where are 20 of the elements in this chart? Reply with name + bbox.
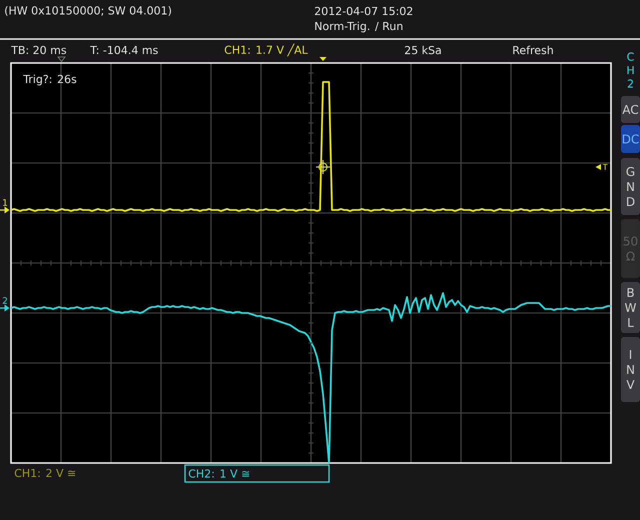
annotation: Trig?: 26s — [23, 74, 76, 86]
text: CH2 — [627, 52, 634, 88]
text: BWL — [624, 288, 636, 327]
text: TB: 20 ms — [11, 46, 66, 54]
text: INV — [626, 350, 635, 389]
text: 25 kSa — [405, 46, 441, 54]
text: AC — [622, 104, 638, 114]
text: Norm-Trig. / Run — [315, 22, 402, 32]
text: DC — [622, 134, 639, 144]
text: 2012-04-07 15:02 — [315, 6, 412, 16]
text: CH1: 1.7 V ╱AL — [224, 44, 308, 56]
text: T: -104.4 ms — [90, 46, 158, 54]
text: Refresh — [513, 46, 553, 54]
text: CH2: 1 V ≅ — [188, 469, 250, 478]
series-label: 2 — [2, 297, 7, 304]
series-label: 1 — [3, 199, 8, 206]
text: CH1: 2 V ≅ — [14, 468, 76, 478]
text: GND — [626, 167, 634, 206]
chart-title: (HW 0x10150000; SW 04.001) — [5, 6, 171, 16]
annotation: T — [602, 164, 608, 170]
